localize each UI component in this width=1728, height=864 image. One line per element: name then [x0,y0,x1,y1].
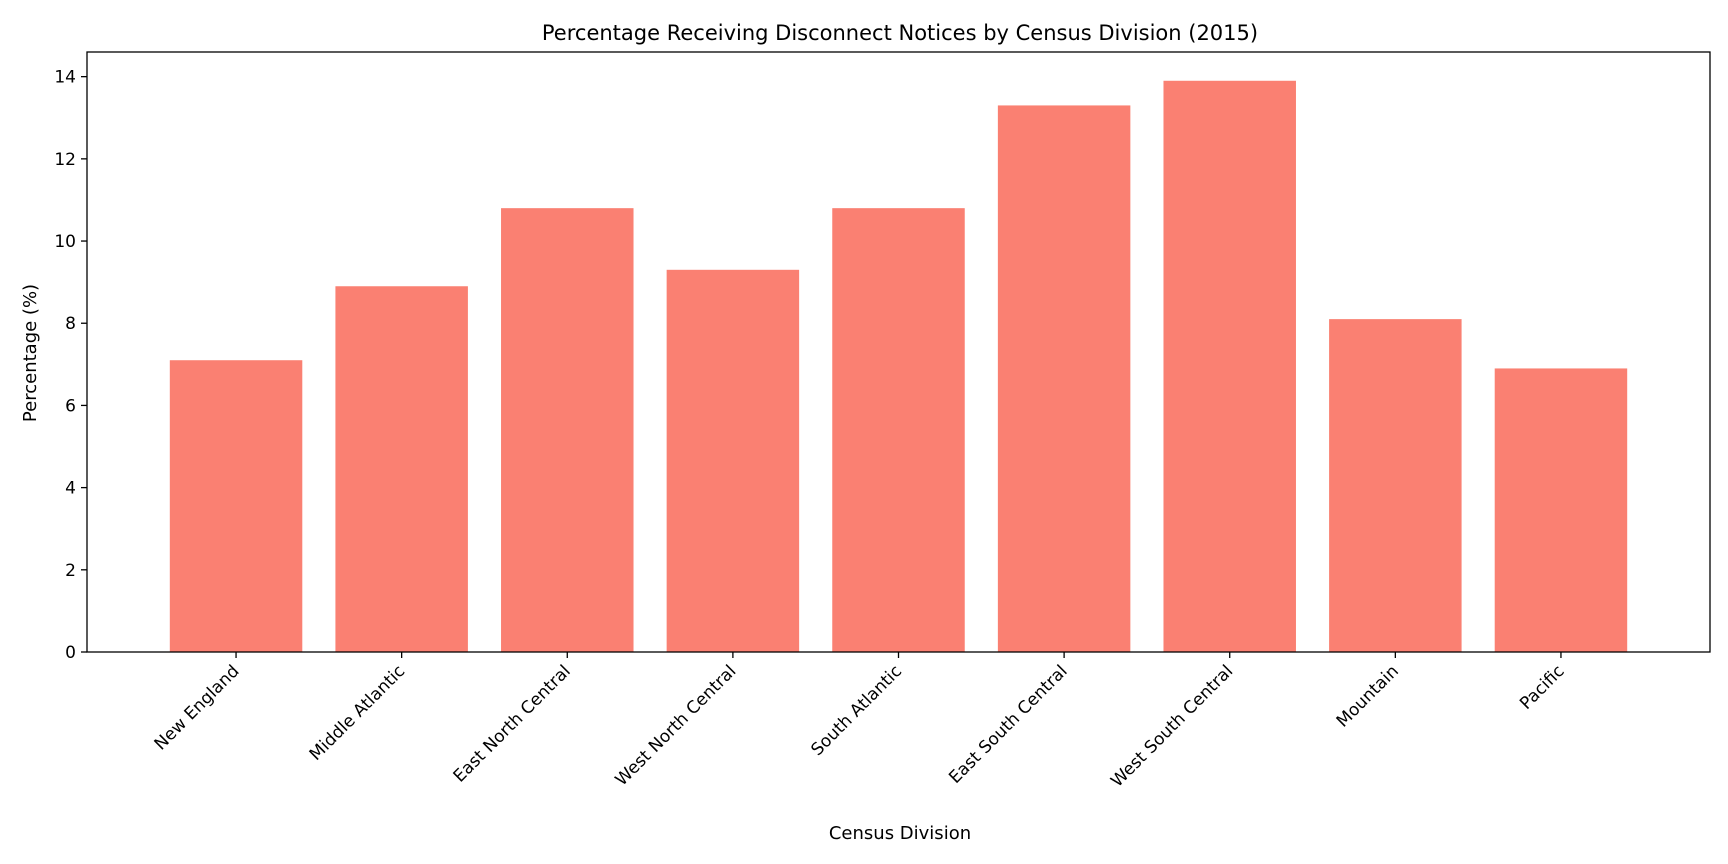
x-tick-label: West South Central [1107,661,1237,791]
plot-frame [86,51,1711,653]
x-tick-label: Middle Atlantic [306,661,409,764]
y-axis-label: Percentage (%) [20,284,41,422]
x-tick-label: East South Central [945,661,1071,787]
bar-west-south-central [1163,80,1296,653]
y-tick-label: 14 [54,68,76,88]
y-tick-label: 0 [65,643,76,663]
x-tick-label: South Atlantic [807,661,906,760]
bar-east-south-central [997,105,1131,652]
x-tick-label: East North Central [450,661,575,786]
x-tick-label: West North Central [612,661,741,790]
x-tick-label: Mountain [1333,661,1403,731]
bar-east-north-central [501,208,634,653]
bars-group [169,80,1628,653]
bar-south-atlantic [832,208,965,653]
bar-mountain [1329,319,1462,652]
bar-middle-atlantic [335,286,468,652]
y-axis: 0 2 4 6 8 10 12 14 [54,68,87,663]
x-axis: New England Middle Atlantic East North Cen… [151,652,1568,791]
y-tick-label: 10 [54,232,76,252]
x-axis-label: Census Division [829,823,971,844]
chart-title: Percentage Receiving Disconnect Notices … [542,21,1258,45]
y-tick-label: 6 [65,396,76,416]
bar-pacific [1494,368,1628,652]
x-tick-label: Pacific [1516,661,1568,713]
bar-new-england [169,360,303,652]
y-tick-label: 8 [65,314,76,334]
y-tick-label: 2 [65,561,76,581]
x-tick-label: New England [151,661,244,754]
y-tick-label: 12 [54,150,76,170]
y-tick-label: 4 [65,479,76,499]
bar-west-north-central [666,269,800,652]
